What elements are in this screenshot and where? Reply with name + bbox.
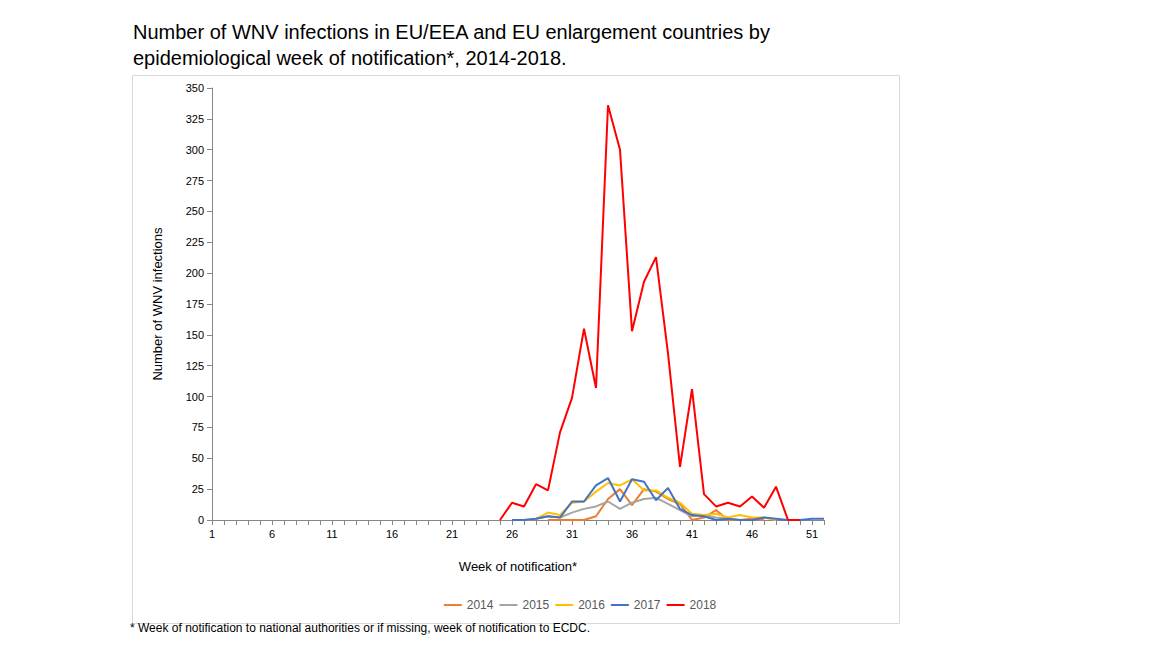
svg-text:21: 21 <box>446 528 458 540</box>
svg-text:26: 26 <box>506 528 518 540</box>
svg-text:100: 100 <box>186 391 204 403</box>
svg-text:Number of WNV infections in EU: Number of WNV infections in EU/EEA and E… <box>133 21 776 43</box>
svg-text:250: 250 <box>186 205 204 217</box>
svg-text:Week of notification*: Week of notification* <box>459 559 577 574</box>
svg-text:2015: 2015 <box>522 598 549 612</box>
svg-text:6: 6 <box>269 528 275 540</box>
svg-text:25: 25 <box>192 483 204 495</box>
svg-text:2014: 2014 <box>467 598 494 612</box>
svg-text:36: 36 <box>626 528 638 540</box>
svg-text:275: 275 <box>186 175 204 187</box>
svg-text:0: 0 <box>198 514 204 526</box>
svg-text:75: 75 <box>192 421 204 433</box>
svg-text:11: 11 <box>326 528 337 540</box>
svg-text:50: 50 <box>192 452 204 464</box>
svg-text:51: 51 <box>806 528 818 540</box>
svg-text:300: 300 <box>186 144 204 156</box>
svg-text:350: 350 <box>186 82 204 94</box>
svg-text:31: 31 <box>566 528 578 540</box>
svg-text:* Week of notification to nati: * Week of notification to national autho… <box>130 621 590 635</box>
svg-text:16: 16 <box>386 528 398 540</box>
svg-text:2018: 2018 <box>690 598 717 612</box>
svg-text:175: 175 <box>186 298 204 310</box>
svg-text:Number of WNV infections: Number of WNV infections <box>150 227 165 381</box>
svg-text:1: 1 <box>209 528 215 540</box>
svg-text:150: 150 <box>186 329 204 341</box>
svg-text:2016: 2016 <box>578 598 605 612</box>
svg-text:125: 125 <box>186 360 204 372</box>
svg-text:2017: 2017 <box>634 598 661 612</box>
svg-text:41: 41 <box>686 528 698 540</box>
svg-text:325: 325 <box>186 113 204 125</box>
svg-text:46: 46 <box>746 528 758 540</box>
svg-text:epidemiological week of notifi: epidemiological week of notification*, 2… <box>133 47 567 69</box>
svg-text:225: 225 <box>186 236 204 248</box>
svg-text:200: 200 <box>186 267 204 279</box>
